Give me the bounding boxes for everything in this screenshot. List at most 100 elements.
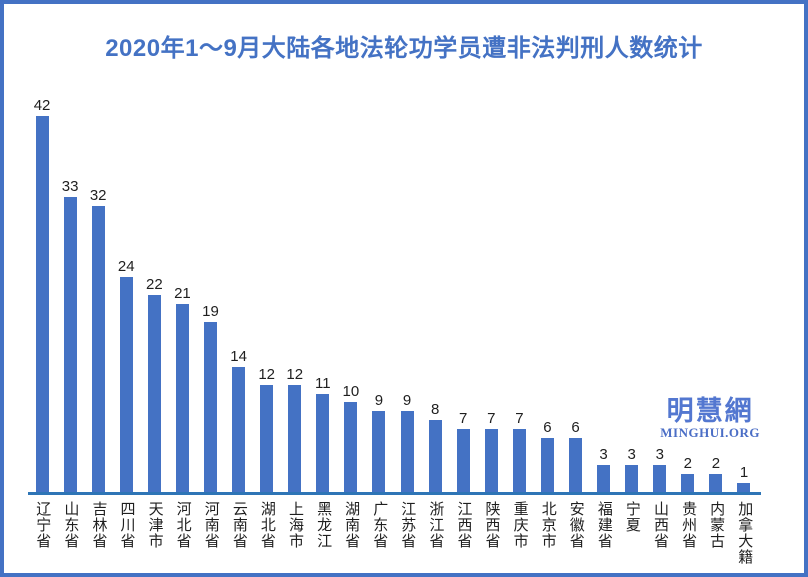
bar <box>569 438 583 492</box>
bar-column: 1 <box>730 92 758 492</box>
bar-value-label: 8 <box>430 401 440 418</box>
category-label: 北京市 <box>539 501 557 549</box>
bar <box>512 429 526 492</box>
bar-column: 19 <box>196 92 224 492</box>
bar <box>737 483 751 492</box>
category-label: 重庆市 <box>511 501 529 549</box>
bar-column: 7 <box>505 92 533 492</box>
bar <box>119 277 133 492</box>
category-label-slot: 云南省 <box>225 501 253 549</box>
bar-value-label: 7 <box>487 410 496 427</box>
bar-value-label: 10 <box>342 383 360 400</box>
bar-column: 3 <box>646 92 674 492</box>
category-label: 云南省 <box>230 501 248 549</box>
category-label-slot: 河南省 <box>196 501 224 549</box>
bar-value-label: 3 <box>655 446 664 463</box>
bar-value-label: 2 <box>711 455 721 472</box>
category-label: 天津市 <box>146 501 164 549</box>
category-label-slot: 山西省 <box>646 501 674 549</box>
category-label-slot: 北京市 <box>533 501 561 549</box>
category-label: 陕西省 <box>483 501 501 549</box>
bar <box>147 295 161 492</box>
category-label-slot: 重庆市 <box>505 501 533 549</box>
bar <box>653 465 667 492</box>
bar-value-label: 22 <box>146 276 163 293</box>
bar <box>35 116 49 492</box>
bar-value-label: 3 <box>627 446 636 463</box>
bar <box>428 420 442 492</box>
bar <box>709 474 723 492</box>
category-label: 内蒙古 <box>708 501 726 549</box>
category-label-slot: 浙江省 <box>421 501 449 549</box>
bar <box>540 438 554 492</box>
category-label: 湖南省 <box>343 501 361 549</box>
bar-value-label: 12 <box>286 366 304 383</box>
category-label: 广东省 <box>371 501 389 549</box>
bar-column: 22 <box>140 92 168 492</box>
minghui-watermark: 明慧網 MINGHUI.ORG <box>660 397 760 440</box>
bar-value-label: 9 <box>402 392 412 409</box>
bar-column: 11 <box>309 92 337 492</box>
bar-value-label: 12 <box>258 366 275 383</box>
category-label-slot: 吉林省 <box>84 501 112 549</box>
bar-value-label: 33 <box>61 178 79 195</box>
category-label: 加拿大籍 <box>736 501 754 565</box>
category-label: 山东省 <box>62 501 80 549</box>
category-label-slot: 安徽省 <box>561 501 589 549</box>
bar <box>63 197 77 492</box>
category-label: 宁夏 <box>623 501 641 533</box>
bar-column: 2 <box>702 92 730 492</box>
bar <box>625 465 639 492</box>
category-label-slot: 内蒙古 <box>702 501 730 549</box>
category-label-slot: 宁夏 <box>618 501 646 533</box>
bar <box>175 304 189 492</box>
bar-value-label: 2 <box>683 455 692 472</box>
category-label: 河北省 <box>174 501 192 549</box>
bar-column: 8 <box>421 92 449 492</box>
category-label: 四川省 <box>118 501 136 549</box>
category-label-slot: 江苏省 <box>393 501 421 549</box>
bar <box>288 385 302 492</box>
category-label-slot: 湖北省 <box>253 501 281 549</box>
bar-column: 2 <box>674 92 702 492</box>
plot-area: 42 33 32 24 22 21 19 14 12 12 11 10 9 9 8 7 7 7 6 6 3 3 3 2 2 1 <box>28 92 758 492</box>
bar-column: 3 <box>590 92 618 492</box>
category-label: 上海市 <box>286 501 304 549</box>
minghui-logo-text: 明慧網 <box>666 396 754 426</box>
bar-column: 21 <box>168 92 196 492</box>
chart-title: 2020年1～9月大陆各地法轮功学员遭非法判刑人数统计 <box>105 35 703 62</box>
bar-column: 6 <box>561 92 589 492</box>
category-label: 江西省 <box>455 501 473 549</box>
bar <box>204 322 217 492</box>
bar-value-label: 21 <box>174 285 191 302</box>
category-label: 浙江省 <box>427 501 445 549</box>
bar-column: 7 <box>449 92 477 492</box>
bar-column: 32 <box>84 92 112 492</box>
bar-value-label: 11 <box>315 375 331 392</box>
bar <box>597 465 611 492</box>
category-label: 湖北省 <box>258 501 276 549</box>
bar-column: 42 <box>28 92 56 492</box>
bar-value-label: 9 <box>374 392 384 409</box>
bar-value-label: 7 <box>515 410 524 427</box>
bar-value-label: 6 <box>543 419 552 436</box>
category-label-slot: 贵州省 <box>674 501 702 549</box>
x-axis-line <box>28 492 761 495</box>
bar <box>91 206 105 492</box>
category-label: 山西省 <box>652 501 669 549</box>
category-label-slot: 天津市 <box>140 501 168 549</box>
category-label: 贵州省 <box>680 501 698 549</box>
bar <box>260 385 274 492</box>
bar <box>232 367 246 492</box>
bar-value-label: 24 <box>117 258 135 275</box>
bar <box>316 394 330 492</box>
bar-column: 24 <box>112 92 140 492</box>
category-axis: 辽宁省 山东省 吉林省 四川省 天津市 河北省 河南省 云南省 湖北省 上海市 黑龙江 湖南省 广东省江… <box>28 501 758 565</box>
category-label-slot: 上海市 <box>281 501 309 549</box>
bar-column: 7 <box>477 92 505 492</box>
category-label-slot: 山东省 <box>56 501 84 549</box>
bar <box>456 429 470 492</box>
category-label-slot: 四川省 <box>112 501 140 549</box>
bar-value-label: 1 <box>739 464 749 481</box>
